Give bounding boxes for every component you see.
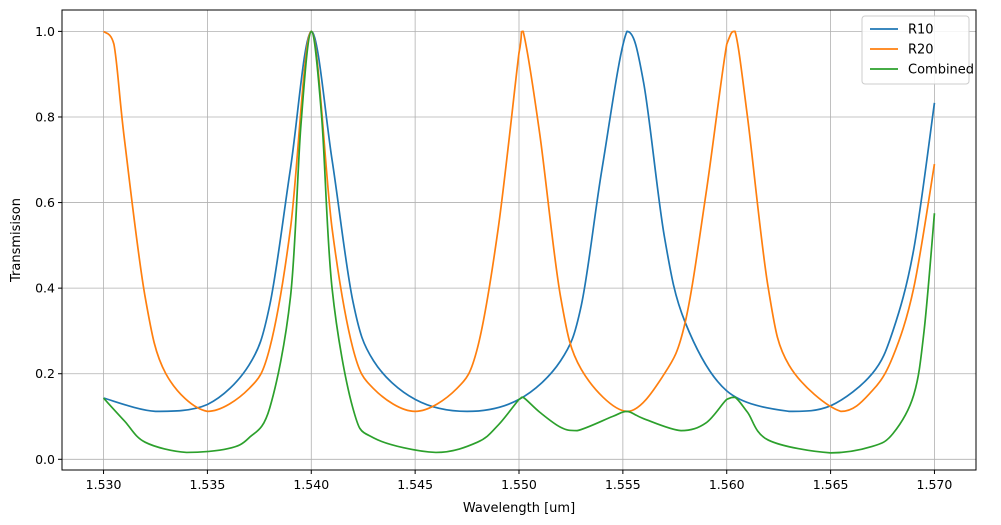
series-lines bbox=[102, 30, 936, 454]
y-tick-label: 0.2 bbox=[35, 366, 55, 381]
x-tick-label: 1.565 bbox=[813, 477, 849, 492]
x-tick-label: 1.545 bbox=[397, 477, 433, 492]
x-axis-ticks: 1.530 1.535 1.540 1.545 1.550 1.555 1.560 1.565… bbox=[86, 470, 953, 492]
y-tick-label: 0.4 bbox=[35, 281, 55, 296]
y-axis-ticks: 0.0 0.2 0.4 0.6 0.8 1.0 bbox=[35, 24, 62, 467]
grid-lines bbox=[62, 10, 976, 470]
y-tick-label: 0.0 bbox=[35, 452, 55, 467]
x-tick-label: 1.555 bbox=[605, 477, 641, 492]
y-tick-label: 1.0 bbox=[35, 24, 55, 39]
x-tick-label: 1.570 bbox=[917, 477, 953, 492]
legend-box bbox=[861, 15, 970, 85]
y-tick-label: 0.8 bbox=[35, 109, 55, 124]
legend-label: R20 bbox=[908, 43, 934, 58]
y-tick-label: 0.6 bbox=[35, 195, 55, 210]
x-tick-label: 1.560 bbox=[709, 477, 745, 492]
series-line-r10 bbox=[103, 30, 936, 413]
series-line-combined bbox=[102, 30, 936, 454]
y-axis-label: Transmisison bbox=[9, 198, 24, 283]
legend-label: Combined bbox=[908, 63, 974, 78]
x-tick-label: 1.530 bbox=[86, 477, 122, 492]
x-tick-label: 1.540 bbox=[293, 477, 329, 492]
legend-label: R10 bbox=[908, 23, 934, 38]
x-tick-label: 1.550 bbox=[501, 477, 537, 492]
legend: R10 R20 Combined bbox=[861, 15, 974, 85]
x-axis-label: Wavelength [um] bbox=[463, 501, 575, 516]
series-line-r20 bbox=[102, 30, 936, 413]
x-tick-label: 1.535 bbox=[190, 477, 226, 492]
